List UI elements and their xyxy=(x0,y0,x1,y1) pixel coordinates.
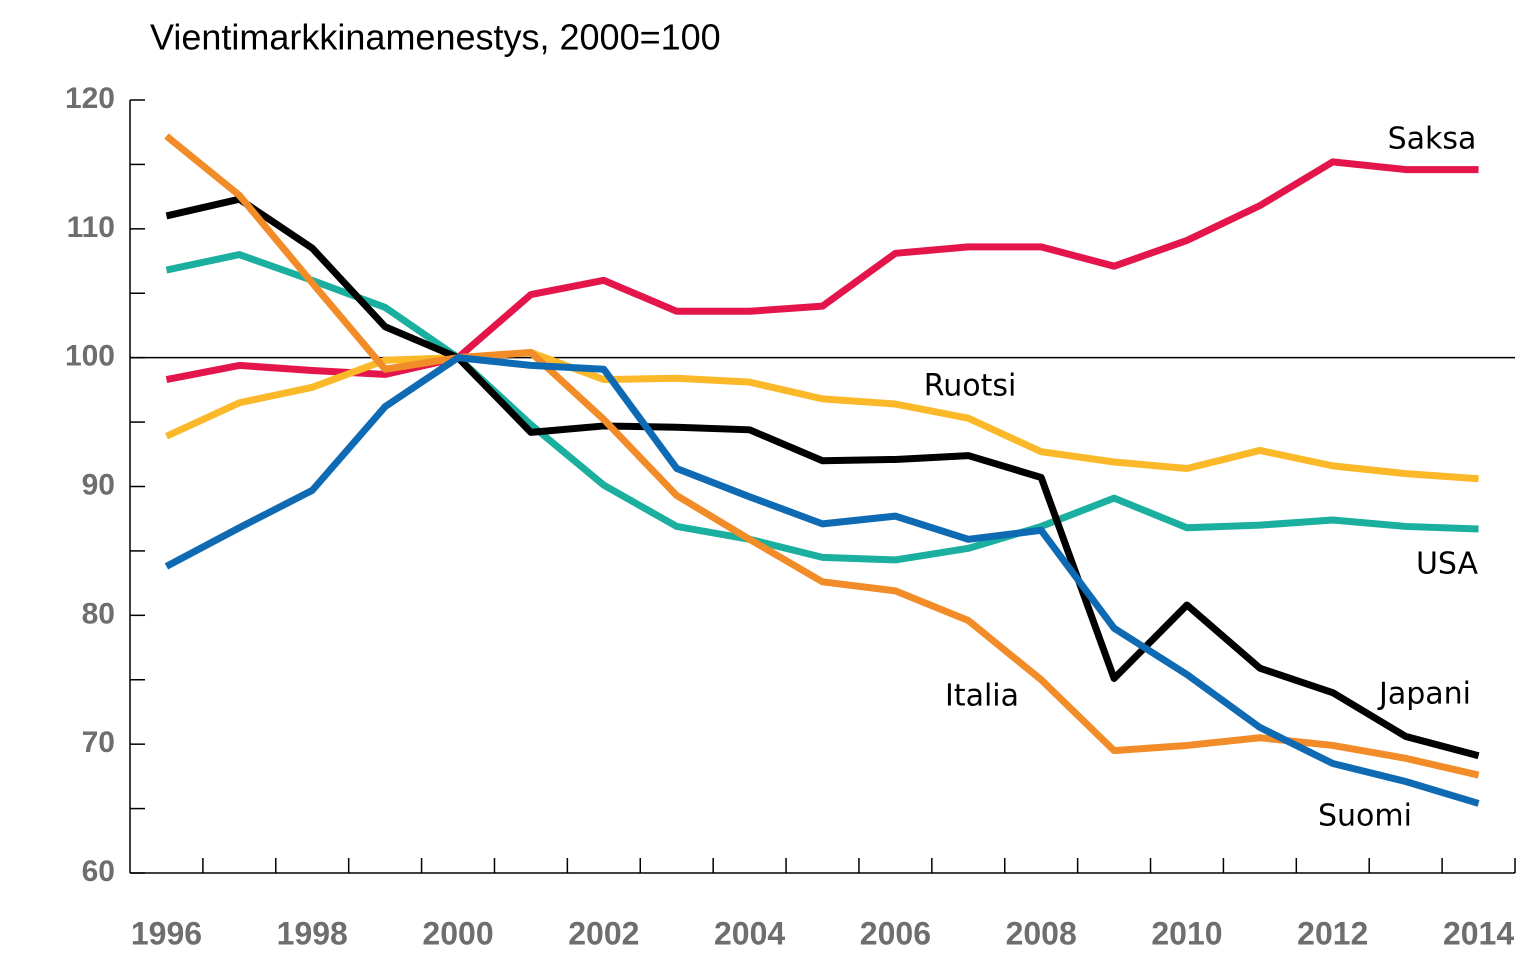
series-line xyxy=(164,133,1480,779)
series-line xyxy=(165,158,1479,384)
y-tick-label: 60 xyxy=(82,855,115,888)
chart-title: Vientimarkkinamenestys, 2000=100 xyxy=(150,17,721,58)
x-tick-label: 2004 xyxy=(714,915,785,951)
x-tick-label: 2012 xyxy=(1297,915,1368,951)
series-line xyxy=(164,354,1480,807)
x-tick-label: 1996 xyxy=(131,915,202,951)
y-tick-label: 110 xyxy=(67,211,115,244)
x-tick-label: 2000 xyxy=(422,915,493,951)
series-label: Japani xyxy=(1377,677,1471,712)
y-tick-label: 120 xyxy=(65,82,115,115)
x-tick-label: 2002 xyxy=(568,915,639,951)
series-label: Saksa xyxy=(1388,122,1477,157)
x-tick-label: 2014 xyxy=(1443,915,1514,951)
series-label: Suomi xyxy=(1318,799,1412,834)
series-label: Italia xyxy=(945,679,1019,714)
series-label: Ruotsi xyxy=(924,369,1017,404)
x-tick-label: 2008 xyxy=(1006,915,1077,951)
series-label: USA xyxy=(1416,547,1479,582)
y-tick-label: 70 xyxy=(82,726,115,759)
x-tick-label: 1998 xyxy=(277,915,348,951)
series-line xyxy=(165,195,1480,760)
y-tick-label: 90 xyxy=(82,468,115,501)
series-line xyxy=(164,349,1479,483)
x-tick-label: 2006 xyxy=(860,915,931,951)
y-tick-label: 80 xyxy=(82,597,115,630)
y-tick-label: 100 xyxy=(65,340,115,373)
x-tick-label: 2010 xyxy=(1151,915,1222,951)
series-line xyxy=(165,251,1479,564)
